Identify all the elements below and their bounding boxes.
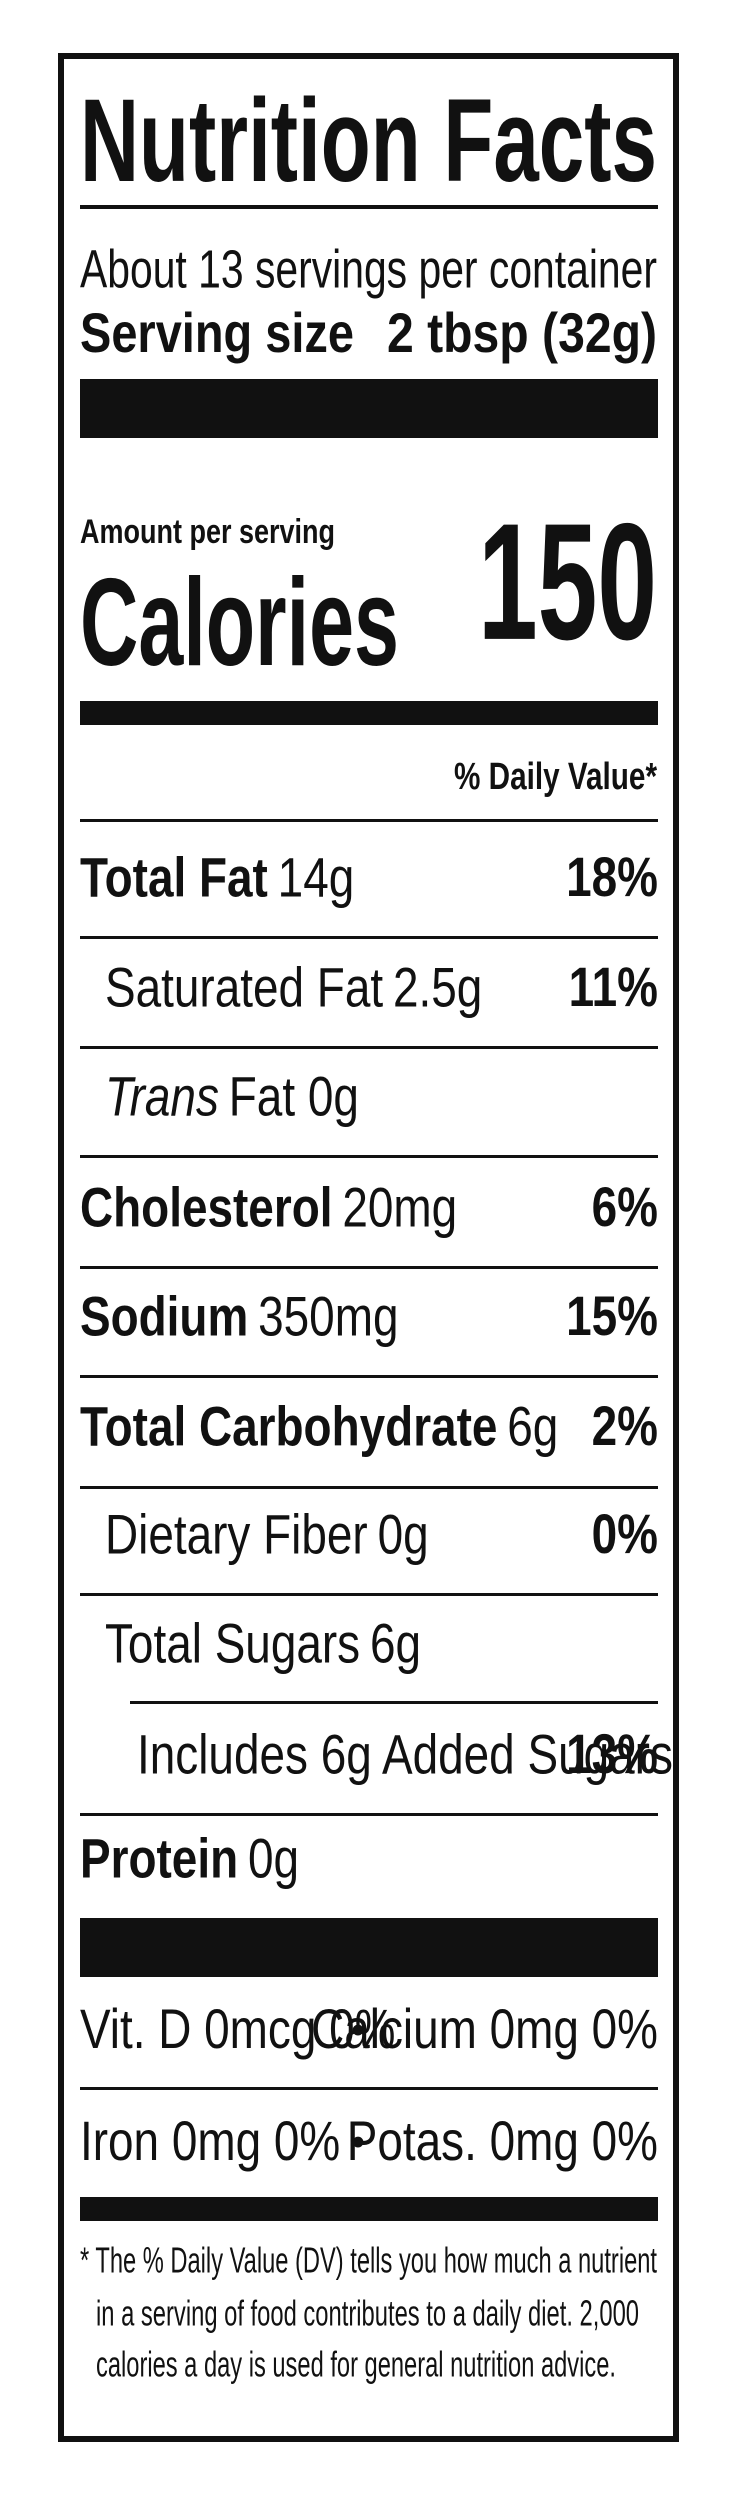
- footnote-line: calories a day is used for general nutri…: [96, 2344, 616, 2385]
- rule: [80, 2087, 658, 2090]
- nutrient-amount: Fat 0g: [229, 1064, 359, 1126]
- footnote-line: in a serving of food contributes to a da…: [96, 2293, 639, 2334]
- thick-bar: [80, 1918, 658, 1977]
- rule: [80, 1593, 658, 1596]
- vitamin-item: Iron 0mg 0%: [80, 2109, 340, 2171]
- thick-bar: [80, 379, 658, 438]
- rule: [80, 1486, 658, 1489]
- title: Nutrition Facts: [80, 75, 657, 207]
- nutrient-amount: 20mg: [342, 1175, 457, 1237]
- label-border: [58, 53, 679, 2442]
- nutrient-row: Total Sugars 6g: [105, 1611, 421, 1673]
- nutrient-name: Total Sugars: [105, 1611, 360, 1673]
- nutrient-row: Protein 0g: [80, 1826, 299, 1888]
- calories-label: Calories: [80, 554, 399, 692]
- daily-value: 11%: [569, 955, 658, 1017]
- nutrient-name: Dietary Fiber: [105, 1502, 368, 1564]
- nutrient-amount: 0g: [378, 1502, 429, 1564]
- daily-value: 15%: [566, 1284, 658, 1346]
- nutrient-name: Total Fat: [80, 845, 268, 907]
- vitamin-item: Calcium 0mg 0%: [311, 1997, 658, 2059]
- serving-size-label: Serving size: [80, 301, 354, 364]
- nutrient-row: Total Carbohydrate 6g: [80, 1394, 558, 1456]
- nutrient-amount: 14g: [278, 845, 355, 907]
- nutrient-row: Sodium 350mg: [80, 1284, 398, 1346]
- calories-value: 150: [478, 490, 657, 675]
- rule: [80, 1046, 658, 1049]
- nutrient-name: Protein: [80, 1826, 238, 1888]
- rule: [80, 1375, 658, 1378]
- servings: About 13 servings per container: [80, 239, 657, 299]
- rule: [80, 205, 658, 209]
- nutrient-name: Includes 6g Added Sugars: [137, 1722, 673, 1784]
- separator: •: [351, 2009, 365, 2053]
- rule: [80, 936, 658, 939]
- thick-bar: [80, 701, 658, 725]
- rule: [80, 1813, 658, 1816]
- nutrient-row: Trans Fat 0g: [105, 1064, 359, 1126]
- rule: [130, 1701, 658, 1704]
- nutrient-amount: 350mg: [258, 1284, 398, 1346]
- nutrient-amount: 0g: [248, 1826, 299, 1888]
- rule: [80, 1155, 658, 1158]
- rule: [80, 819, 658, 822]
- nutrient-name: Trans: [105, 1064, 219, 1126]
- separator: •: [351, 2121, 365, 2165]
- nutrient-amount: 6g: [370, 1611, 421, 1673]
- nutrient-name: Total Carbohydrate: [80, 1394, 497, 1456]
- nutrient-row: Includes 6g Added Sugars: [137, 1722, 673, 1784]
- daily-value: 13%: [566, 1722, 658, 1784]
- nutrient-row: Cholesterol 20mg: [80, 1175, 457, 1237]
- daily-value-header: % Daily Value*: [454, 756, 657, 798]
- rule: [80, 1266, 658, 1269]
- nutrient-row: Saturated Fat 2.5g: [105, 955, 482, 1017]
- daily-value: 6%: [592, 1175, 658, 1237]
- daily-value: 0%: [592, 1502, 658, 1564]
- daily-value: 2%: [592, 1394, 658, 1456]
- nutrient-name: Sodium: [80, 1284, 248, 1346]
- vitamin-item: Vit. D 0mcg 0%: [80, 1997, 395, 2059]
- thick-bar: [80, 2197, 658, 2221]
- vitamin-item: Potas. 0mg 0%: [347, 2109, 658, 2171]
- nutrient-row: Dietary Fiber 0g: [105, 1502, 429, 1564]
- nutrient-amount: 2.5g: [393, 955, 482, 1017]
- daily-value: 18%: [566, 845, 658, 907]
- footnote-line: * The % Daily Value (DV) tells you how m…: [80, 2240, 657, 2281]
- nutrient-name: Saturated Fat: [105, 955, 383, 1017]
- amount-per-serving: Amount per serving: [80, 513, 335, 551]
- nutrient-name: Cholesterol: [80, 1175, 333, 1237]
- serving-size-value: 2 tbsp (32g): [387, 301, 657, 364]
- nutrient-row: Total Fat 14g: [80, 845, 354, 907]
- nutrient-amount: 6g: [507, 1394, 558, 1456]
